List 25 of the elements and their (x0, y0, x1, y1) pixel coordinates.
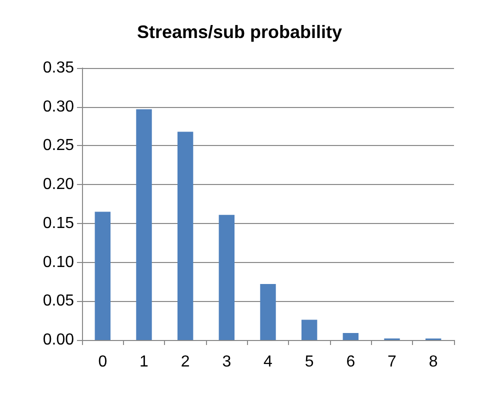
x-tick-label: 5 (304, 354, 314, 370)
y-tick-label: 0.30 (42, 98, 74, 116)
y-tick-label: 0.10 (42, 254, 74, 271)
x-tick-label: 8 (428, 354, 438, 370)
y-tick-label: 0.25 (42, 137, 74, 154)
chart-title: Streams/sub probability (136, 22, 342, 42)
y-tick-label: 0.05 (42, 292, 74, 310)
x-tick-label: 0 (98, 354, 108, 370)
bar (218, 214, 235, 340)
bar (301, 320, 318, 340)
bar (260, 284, 276, 340)
bar (136, 109, 152, 340)
bar (94, 212, 111, 340)
x-tick-label: 1 (140, 354, 149, 370)
y-tick-label: 0.20 (42, 176, 74, 194)
x-tick-label: 3 (222, 354, 232, 370)
bar (177, 132, 194, 340)
y-tick-label: 0.35 (42, 60, 74, 76)
x-tick-label: 6 (346, 354, 356, 370)
x-tick-label: 7 (388, 354, 397, 370)
y-tick-label: 0.00 (42, 332, 74, 348)
x-tick-label: 4 (264, 354, 273, 370)
bar (342, 333, 359, 340)
x-tick-label: 2 (180, 354, 190, 370)
y-tick-label: 0.15 (42, 214, 74, 232)
